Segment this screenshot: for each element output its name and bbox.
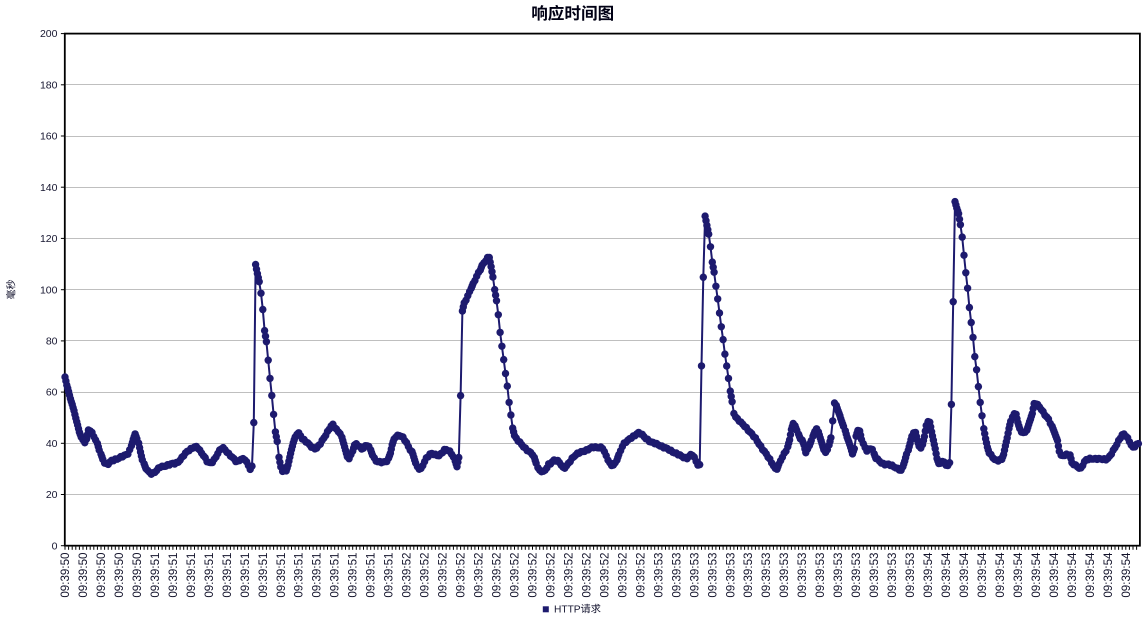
svg-text:09:39:53: 09:39:53 [724, 553, 737, 598]
svg-text:09:39:52: 09:39:52 [562, 553, 575, 598]
svg-text:09:39:50: 09:39:50 [77, 553, 90, 598]
svg-text:09:39:52: 09:39:52 [509, 553, 522, 598]
svg-text:09:39:51: 09:39:51 [203, 553, 216, 598]
svg-text:09:39:50: 09:39:50 [59, 553, 72, 598]
svg-text:09:39:51: 09:39:51 [347, 553, 360, 598]
svg-text:09:39:51: 09:39:51 [275, 553, 288, 598]
svg-text:09:39:52: 09:39:52 [419, 553, 432, 598]
svg-text:09:39:52: 09:39:52 [580, 553, 593, 598]
svg-text:09:39:51: 09:39:51 [383, 553, 396, 598]
svg-text:09:39:54: 09:39:54 [1102, 552, 1115, 598]
svg-text:09:39:52: 09:39:52 [401, 553, 414, 598]
svg-text:09:39:53: 09:39:53 [760, 553, 773, 598]
svg-text:09:39:54: 09:39:54 [1084, 552, 1097, 598]
svg-text:09:39:50: 09:39:50 [95, 553, 108, 598]
svg-text:140: 140 [40, 182, 58, 194]
svg-text:09:39:54: 09:39:54 [922, 552, 935, 598]
svg-text:09:39:54: 09:39:54 [1012, 552, 1025, 598]
svg-text:09:39:53: 09:39:53 [868, 553, 881, 598]
svg-text:180: 180 [40, 79, 58, 91]
svg-text:40: 40 [46, 438, 58, 450]
svg-text:200: 200 [40, 28, 58, 40]
svg-text:09:39:51: 09:39:51 [167, 553, 180, 598]
svg-text:80: 80 [46, 336, 58, 348]
svg-text:09:39:53: 09:39:53 [904, 553, 917, 598]
svg-text:09:39:51: 09:39:51 [239, 553, 252, 598]
svg-text:09:39:52: 09:39:52 [598, 553, 611, 598]
svg-text:60: 60 [46, 387, 58, 399]
svg-text:09:39:51: 09:39:51 [365, 553, 378, 598]
svg-text:09:39:51: 09:39:51 [293, 553, 306, 598]
svg-text:09:39:54: 09:39:54 [940, 552, 953, 598]
svg-text:0: 0 [52, 540, 58, 552]
svg-text:09:39:52: 09:39:52 [616, 553, 629, 598]
svg-text:09:39:51: 09:39:51 [257, 553, 270, 598]
svg-text:09:39:53: 09:39:53 [778, 553, 791, 598]
svg-text:09:39:53: 09:39:53 [886, 553, 899, 598]
svg-text:09:39:54: 09:39:54 [976, 552, 989, 598]
svg-text:09:39:52: 09:39:52 [473, 553, 486, 598]
svg-text:09:39:52: 09:39:52 [491, 553, 504, 598]
svg-text:09:39:54: 09:39:54 [1120, 552, 1133, 598]
svg-text:09:39:53: 09:39:53 [706, 553, 719, 598]
svg-text:09:39:52: 09:39:52 [634, 553, 647, 598]
svg-text:160: 160 [40, 131, 58, 143]
svg-text:09:39:53: 09:39:53 [850, 553, 863, 598]
svg-text:09:39:51: 09:39:51 [221, 553, 234, 598]
svg-text:09:39:52: 09:39:52 [545, 553, 558, 598]
svg-text:09:39:50: 09:39:50 [113, 553, 126, 598]
svg-text:09:39:51: 09:39:51 [329, 553, 342, 598]
svg-text:HTTP: HTTP [554, 604, 581, 615]
svg-text:09:39:54: 09:39:54 [1030, 552, 1043, 598]
svg-text:09:39:54: 09:39:54 [1066, 552, 1079, 598]
svg-text:09:39:53: 09:39:53 [670, 553, 683, 598]
svg-text:09:39:53: 09:39:53 [814, 553, 827, 598]
svg-text:09:39:52: 09:39:52 [455, 553, 468, 598]
svg-text:09:39:53: 09:39:53 [688, 553, 701, 598]
svg-text:09:39:50: 09:39:50 [131, 553, 144, 598]
svg-text:100: 100 [40, 284, 58, 296]
svg-text:09:39:51: 09:39:51 [149, 553, 162, 598]
svg-text:09:39:54: 09:39:54 [994, 552, 1007, 598]
svg-text:20: 20 [46, 489, 58, 501]
svg-text:09:39:52: 09:39:52 [527, 553, 540, 598]
svg-text:120: 120 [40, 233, 58, 245]
svg-text:09:39:53: 09:39:53 [832, 553, 845, 598]
svg-text:09:39:54: 09:39:54 [1048, 552, 1061, 598]
svg-text:09:39:54: 09:39:54 [958, 552, 971, 598]
svg-text:09:39:53: 09:39:53 [742, 553, 755, 598]
svg-text:09:39:53: 09:39:53 [652, 553, 665, 598]
svg-text:09:39:53: 09:39:53 [796, 553, 809, 598]
svg-text:09:39:51: 09:39:51 [185, 553, 198, 598]
svg-text:09:39:52: 09:39:52 [437, 553, 450, 598]
svg-text:09:39:51: 09:39:51 [311, 553, 324, 598]
